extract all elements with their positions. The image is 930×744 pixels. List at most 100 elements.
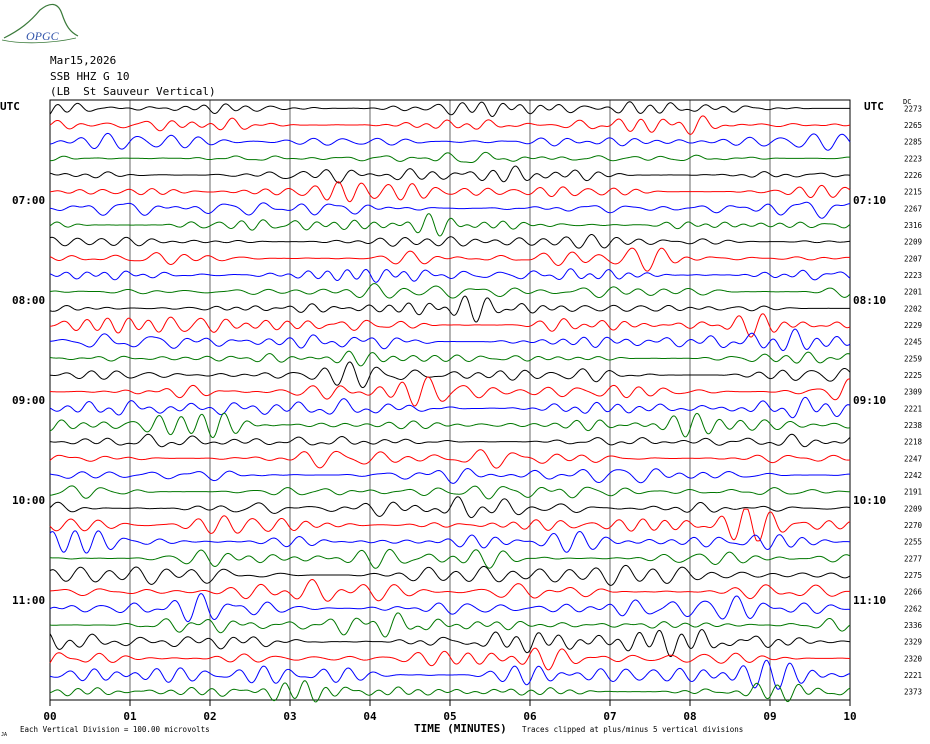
dc-offset-label: 2373 bbox=[904, 688, 922, 697]
trace-line-18 bbox=[49, 376, 851, 407]
hour-label-right: 08:10 bbox=[853, 294, 886, 307]
dc-offset-label: 2255 bbox=[904, 538, 922, 547]
trace-line-21 bbox=[49, 433, 851, 448]
x-tick-label: 05 bbox=[443, 710, 456, 723]
dc-offset-label: 2221 bbox=[904, 671, 922, 680]
trace-line-22 bbox=[49, 449, 851, 469]
trace-line-9 bbox=[49, 233, 851, 249]
x-tick-label: 04 bbox=[363, 710, 377, 723]
trace-line-33 bbox=[49, 628, 851, 658]
dc-header-label: DC bbox=[903, 98, 911, 106]
trace-line-4 bbox=[49, 151, 851, 164]
dc-offset-label: 2265 bbox=[904, 121, 922, 130]
hour-label-left: 07:00 bbox=[12, 194, 45, 207]
station-label: SSB HHZ G 10 bbox=[50, 70, 130, 83]
corner-mark: JA bbox=[1, 732, 7, 738]
x-tick-label: 01 bbox=[123, 710, 137, 723]
dc-offset-label: 2267 bbox=[904, 204, 922, 213]
dc-offset-label: 2275 bbox=[904, 571, 922, 580]
dc-offset-label: 2191 bbox=[904, 488, 922, 497]
trace-line-16 bbox=[49, 350, 851, 367]
dc-offset-label: 2223 bbox=[904, 271, 922, 280]
trace-line-12 bbox=[49, 283, 851, 299]
hour-label-left: 09:00 bbox=[12, 394, 45, 407]
dc-offset-label: 2336 bbox=[904, 621, 923, 630]
trace-line-6 bbox=[49, 181, 851, 203]
dc-offset-label: 2221 bbox=[904, 404, 922, 413]
trace-line-14 bbox=[49, 313, 851, 338]
trace-line-11 bbox=[49, 268, 851, 283]
trace-line-29 bbox=[49, 564, 851, 586]
x-tick-label: 06 bbox=[523, 710, 537, 723]
chart-traces bbox=[49, 101, 851, 703]
trace-line-1 bbox=[49, 101, 851, 117]
trace-line-5 bbox=[49, 165, 851, 184]
dc-offset-label: 2226 bbox=[904, 171, 923, 180]
dc-offset-label: 2223 bbox=[904, 154, 922, 163]
dc-offset-label: 2247 bbox=[904, 454, 922, 463]
hour-label-left: 10:00 bbox=[12, 494, 45, 507]
x-tick-label: 10 bbox=[843, 710, 856, 723]
dc-offset-label: 2329 bbox=[904, 638, 922, 647]
hour-label-right: 11:10 bbox=[853, 594, 886, 607]
dc-offset-label: 2238 bbox=[904, 421, 923, 430]
trace-line-2 bbox=[49, 115, 851, 135]
trace-line-35 bbox=[49, 659, 851, 690]
trace-line-32 bbox=[49, 612, 851, 638]
utc-label-right: UTC bbox=[864, 100, 884, 113]
trace-line-23 bbox=[49, 468, 851, 484]
trace-line-34 bbox=[49, 647, 851, 671]
x-tick-label: 00 bbox=[43, 710, 56, 723]
location-label: (LB St Sauveur Vertical) bbox=[50, 85, 216, 98]
dc-offset-label: 2245 bbox=[904, 338, 922, 347]
dc-offset-label: 2320 bbox=[904, 654, 923, 663]
hour-label-right: 09:10 bbox=[853, 394, 886, 407]
trace-line-3 bbox=[49, 132, 851, 151]
trace-line-24 bbox=[49, 485, 851, 500]
logo-swoosh-icon bbox=[1, 37, 77, 44]
x-tick-label: 02 bbox=[203, 710, 216, 723]
dc-offset-label: 2242 bbox=[904, 471, 922, 480]
trace-line-17 bbox=[49, 361, 851, 389]
opgc-logo: OPGC bbox=[1, 3, 79, 44]
x-tick-label: 08 bbox=[683, 710, 696, 723]
scale-note: Each Vertical Division = 100.00 microvol… bbox=[20, 725, 210, 734]
hour-label-left: 11:00 bbox=[12, 594, 45, 607]
trace-line-15 bbox=[49, 328, 851, 352]
dc-offset-label: 2201 bbox=[904, 288, 922, 297]
x-axis-title: TIME (MINUTES) bbox=[414, 722, 507, 735]
dc-offset-label: 2218 bbox=[904, 438, 923, 447]
trace-line-10 bbox=[49, 247, 851, 272]
dc-offset-label: 2270 bbox=[904, 521, 923, 530]
x-tick-label: 09 bbox=[763, 710, 776, 723]
logo-text: OPGC bbox=[26, 29, 60, 43]
trace-line-31 bbox=[49, 593, 851, 623]
trace-line-8 bbox=[49, 213, 851, 237]
trace-line-7 bbox=[49, 201, 851, 219]
trace-line-27 bbox=[49, 530, 851, 554]
hour-label-right: 07:10 bbox=[853, 194, 886, 207]
x-tick-label: 03 bbox=[283, 710, 296, 723]
chart-labels: 2273 2265 2285 2223 2226 2215 2267 2316 2209 2207… bbox=[1, 98, 923, 738]
date-label: Mar15,2026 bbox=[50, 54, 117, 67]
dc-offset-label: 2273 bbox=[904, 104, 922, 113]
trace-line-13 bbox=[49, 295, 851, 323]
dc-offset-label: 2285 bbox=[904, 138, 922, 147]
dc-offset-label: 2209 bbox=[904, 504, 922, 513]
dc-offset-label: 2259 bbox=[904, 354, 922, 363]
dc-offset-label: 2215 bbox=[904, 188, 922, 197]
dc-offset-label: 2225 bbox=[904, 371, 922, 380]
dc-offset-label: 2277 bbox=[904, 554, 922, 563]
trace-line-19 bbox=[49, 396, 851, 419]
dc-offset-label: 2262 bbox=[904, 604, 922, 613]
dc-offset-label: 2209 bbox=[904, 238, 922, 247]
clip-note: Traces clipped at plus/minus 5 vertical … bbox=[522, 725, 743, 734]
dc-offset-label: 2207 bbox=[904, 254, 922, 263]
dc-offset-label: 2316 bbox=[904, 221, 923, 230]
dc-offset-label: 2309 bbox=[904, 388, 922, 397]
dc-offset-label: 2229 bbox=[904, 321, 922, 330]
trace-line-36 bbox=[49, 680, 851, 703]
chart-grid bbox=[49, 99, 851, 706]
logo-mountain-icon bbox=[3, 3, 79, 39]
trace-line-26 bbox=[49, 508, 851, 542]
